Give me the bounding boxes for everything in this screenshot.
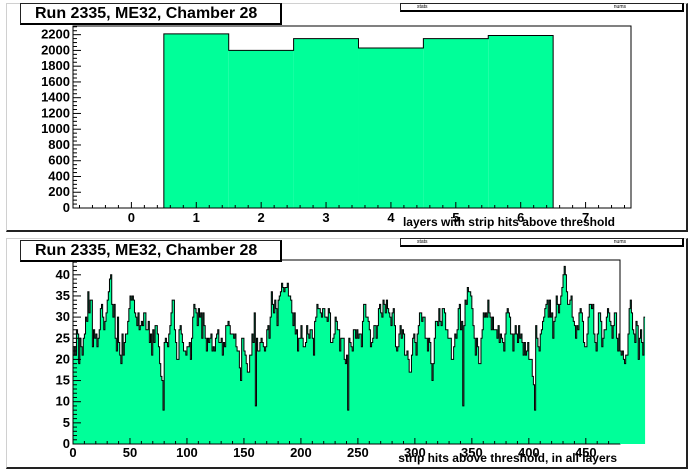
x-tick-label: 50 [123, 445, 137, 460]
stats-label: stats [417, 4, 428, 10]
x-tick-label: 4 [387, 210, 395, 225]
histogram-bar [228, 50, 294, 209]
y-tick-label: 1600 [41, 74, 70, 89]
histogram-bar [293, 38, 359, 208]
y-tick-label: 1800 [41, 58, 70, 73]
y-tick-label: 5 [63, 415, 70, 430]
x-tick-label: 2 [258, 210, 265, 225]
y-tick-label: 20 [56, 351, 70, 366]
y-tick-label: 1000 [41, 121, 70, 136]
chart-title: Run 2335, ME32, Chamber 28 [20, 3, 282, 25]
y-tick-label: 30 [56, 309, 70, 324]
chart-title: Run 2335, ME32, Chamber 28 [20, 240, 282, 262]
x-tick-label: 450 [575, 445, 597, 460]
histogram-bar [423, 38, 489, 208]
y-tick-label: 40 [56, 267, 70, 282]
histogram-outline [73, 265, 646, 411]
y-tick-label: 1200 [41, 105, 70, 120]
y-tick-label: 35 [56, 288, 70, 303]
y-tick-label: 0 [63, 436, 70, 451]
y-tick-label: 15 [56, 373, 70, 388]
x-tick-label: 6 [517, 210, 524, 225]
stats-box: stats nums [400, 238, 684, 247]
y-tick-label: 600 [48, 153, 70, 168]
y-tick-label: 2000 [41, 42, 70, 57]
y-tick-label: 10 [56, 394, 70, 409]
histogram-fill [73, 266, 646, 444]
x-tick-label: 250 [347, 445, 369, 460]
x-tick-label: 150 [233, 445, 255, 460]
x-tick-label: 200 [290, 445, 312, 460]
stats-value: nums [613, 4, 626, 10]
x-tick-label: 300 [404, 445, 426, 460]
y-tick-label: 400 [48, 168, 70, 183]
x-tick-label: 3 [322, 210, 329, 225]
x-tick-label: 7 [582, 210, 589, 225]
histogram-bar [358, 48, 424, 208]
histogram-bar [163, 33, 229, 209]
y-tick-label: 200 [48, 184, 70, 199]
x-axis-label: layers with strip hits above threshold [403, 215, 615, 229]
x-tick-label: 100 [176, 445, 198, 460]
x-tick-label: 0 [69, 445, 76, 460]
x-tick-label: 5 [452, 210, 459, 225]
y-tick-label: 0 [63, 200, 70, 215]
y-tick-label: 2200 [41, 27, 70, 42]
stats-value: nums [613, 239, 626, 245]
x-tick-label: 400 [518, 445, 540, 460]
x-tick-label: 0 [128, 210, 135, 225]
layers-histogram: layers with strip hits above threshold 0… [41, 25, 632, 229]
y-tick-label: 25 [56, 330, 70, 345]
stats-label: stats [417, 239, 428, 245]
x-axis-label: strip hits above threshold, in all layer… [398, 451, 617, 465]
stats-box: stats nums [400, 3, 684, 12]
y-tick-label: 800 [48, 137, 70, 152]
strip-hits-histogram: strip hits above threshold, in all layer… [56, 259, 646, 465]
y-tick-label: 1400 [41, 90, 70, 105]
x-tick-label: 350 [461, 445, 483, 460]
histogram-bar [488, 35, 554, 208]
histogram-outline [163, 33, 554, 208]
x-tick-label: 1 [193, 210, 200, 225]
